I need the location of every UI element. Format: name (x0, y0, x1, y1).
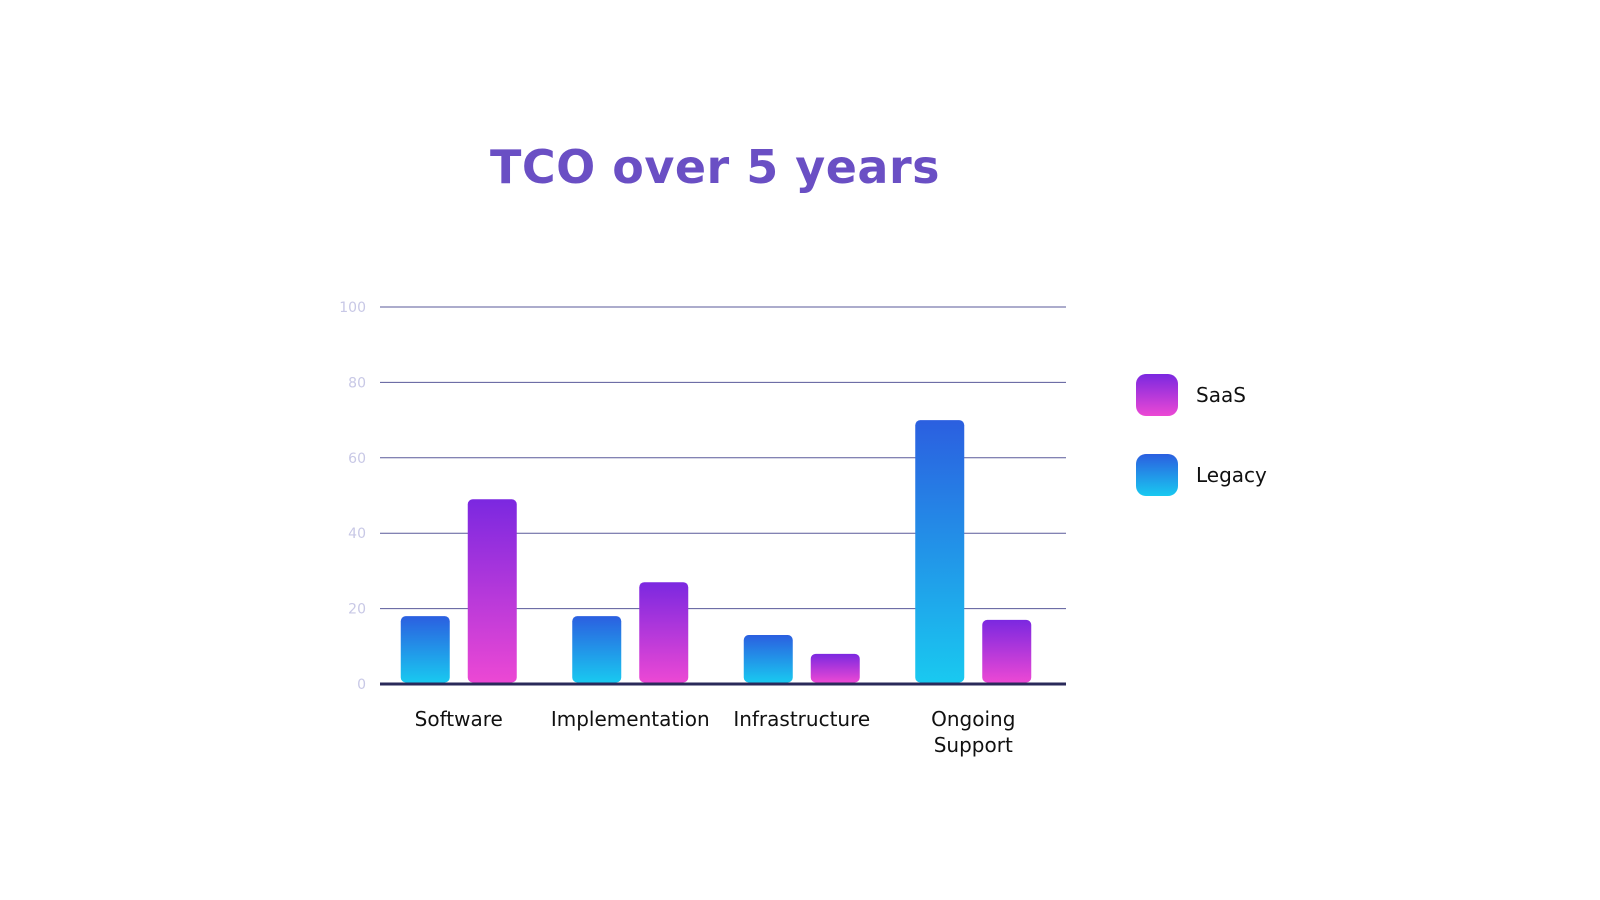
y-tick-label-80: 80 (348, 375, 366, 391)
legend: SaaS Legacy (1136, 374, 1267, 534)
legend-item-saas: SaaS (1136, 374, 1267, 416)
legend-swatch-saas (1136, 374, 1178, 416)
y-tick-label-60: 60 (348, 451, 366, 467)
bar-saas-software (467, 499, 517, 683)
legend-label-legacy: Legacy (1196, 463, 1267, 487)
legend-label-saas: SaaS (1196, 383, 1246, 407)
chart-title: TCO over 5 years (489, 140, 941, 194)
y-tick-label-20: 20 (348, 602, 366, 618)
y-tick-label-100: 100 (339, 300, 366, 316)
bar-saas-ongoing-support (982, 619, 1032, 683)
bar-legacy-implementation (572, 616, 622, 683)
x-tick-label-software: Software (415, 707, 503, 731)
bar-legacy-infrastructure (743, 634, 793, 683)
x-tick-label-implementation: Implementation (551, 707, 710, 731)
bar-saas-infrastructure (810, 653, 860, 683)
legend-item-legacy: Legacy (1136, 454, 1267, 496)
bar-legacy-software (400, 616, 450, 683)
grid-lines: 0 20 40 60 80 100 (339, 300, 1066, 693)
bar-saas-implementation (639, 582, 689, 683)
x-tick-label-ongoing-support: Ongoing Support (931, 707, 1015, 757)
bars (400, 420, 1032, 683)
x-tick-label-infrastructure: Infrastructure (733, 707, 870, 731)
category-labels: Software Implementation Infrastructure Ongo… (415, 707, 1016, 757)
bar-legacy-ongoing-support (915, 420, 965, 683)
legend-swatch-legacy (1136, 454, 1178, 496)
y-tick-label-0: 0 (357, 677, 366, 693)
y-tick-label-40: 40 (348, 526, 366, 542)
